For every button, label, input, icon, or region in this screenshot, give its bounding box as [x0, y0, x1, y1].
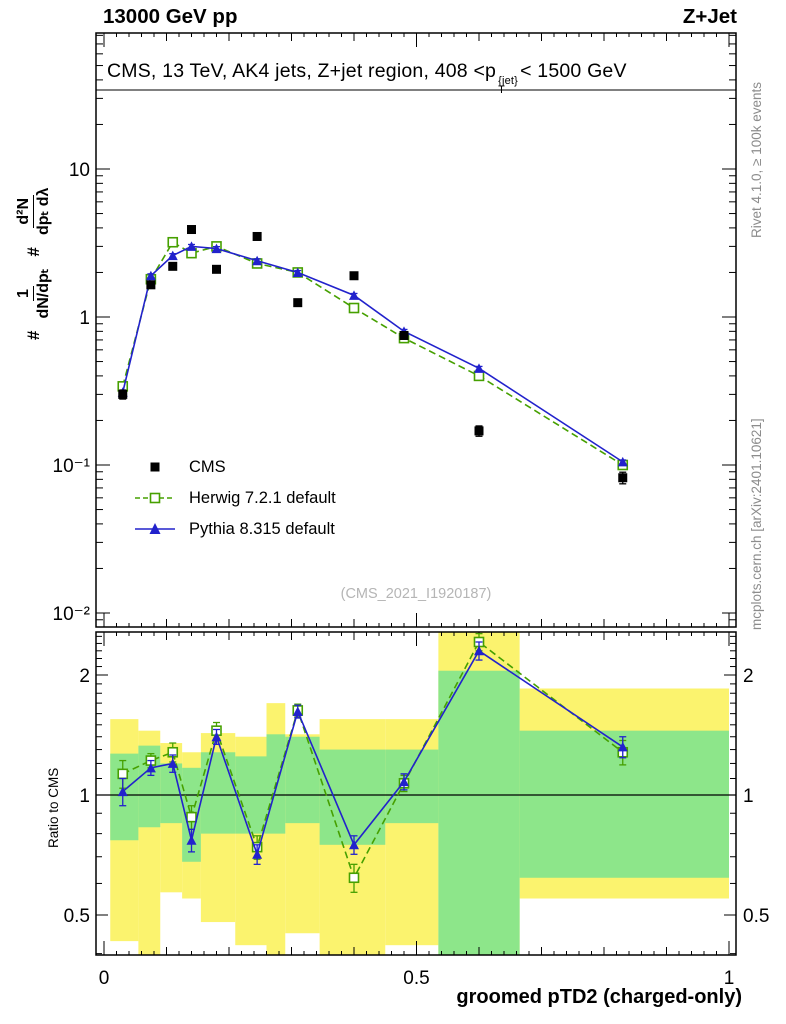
- y-axis-label-main: # 1 dN/dpₜ # d²N dpₜ dλ: [14, 188, 53, 340]
- legend-item-herwig: Herwig 7.2.1 default: [133, 487, 336, 509]
- ratio-y-axis-label: Ratio to CMS: [46, 767, 61, 848]
- svg-text:1: 1: [79, 786, 90, 807]
- pt-superscript: {jet}: [498, 75, 519, 87]
- svg-text:0.5: 0.5: [64, 906, 90, 927]
- legend-item-cms: CMS: [133, 456, 336, 478]
- plot-title: CMS, 13 TeV, AK4 jets, Z+jet region, 408…: [107, 60, 627, 96]
- legend-label: CMS: [189, 457, 226, 476]
- pt-superscript-stack: {jet} T: [498, 75, 519, 96]
- cms-marker-icon: [150, 462, 160, 472]
- svg-text:2: 2: [743, 666, 754, 687]
- svg-text:0.5: 0.5: [743, 906, 769, 927]
- svg-text:2: 2: [79, 666, 90, 687]
- watermark: (CMS_2021_I1920187): [340, 586, 492, 602]
- svg-text:10⁻¹: 10⁻¹: [53, 456, 91, 477]
- x-axis-label: groomed pTD2 (charged-only): [456, 986, 742, 1008]
- hash-symbol: #: [23, 247, 43, 257]
- pt-subscript: T: [498, 84, 506, 96]
- herwig-marker-icon: [135, 492, 175, 504]
- legend-item-pythia: Pythia 8.315 default: [133, 518, 336, 540]
- fraction-2: d²N dpₜ dλ: [14, 187, 52, 236]
- legend-label: Herwig 7.2.1 default: [189, 488, 336, 507]
- svg-text:1: 1: [724, 968, 735, 989]
- hash-symbol: #: [23, 330, 43, 340]
- legend-label: Pythia 8.315 default: [189, 519, 335, 538]
- fraction-1: 1 dN/dpₜ: [14, 268, 52, 319]
- svg-text:10: 10: [69, 160, 90, 181]
- plot-title-tail: < 1500 GeV: [520, 60, 627, 82]
- beam-energy-label: 13000 GeV pp: [103, 5, 238, 28]
- svg-text:0.5: 0.5: [403, 968, 429, 989]
- svg-text:1: 1: [743, 786, 754, 807]
- mcplots-attribution-note: mcplots.cern.ch [arXiv:2401.10621]: [749, 418, 764, 630]
- rivet-version-note: Rivet 4.1.0, ≥ 100k events: [749, 82, 764, 238]
- svg-text:1: 1: [79, 308, 90, 329]
- plot-title-text: CMS, 13 TeV, AK4 jets, Z+jet region, 408…: [107, 60, 497, 82]
- svg-text:10⁻²: 10⁻²: [53, 604, 91, 625]
- process-label: Z+Jet: [682, 5, 737, 28]
- legend: CMS Herwig 7.2.1 default Pythia 8.315 de…: [133, 456, 336, 540]
- svg-text:0: 0: [99, 968, 110, 989]
- pythia-marker-icon: [135, 523, 175, 534]
